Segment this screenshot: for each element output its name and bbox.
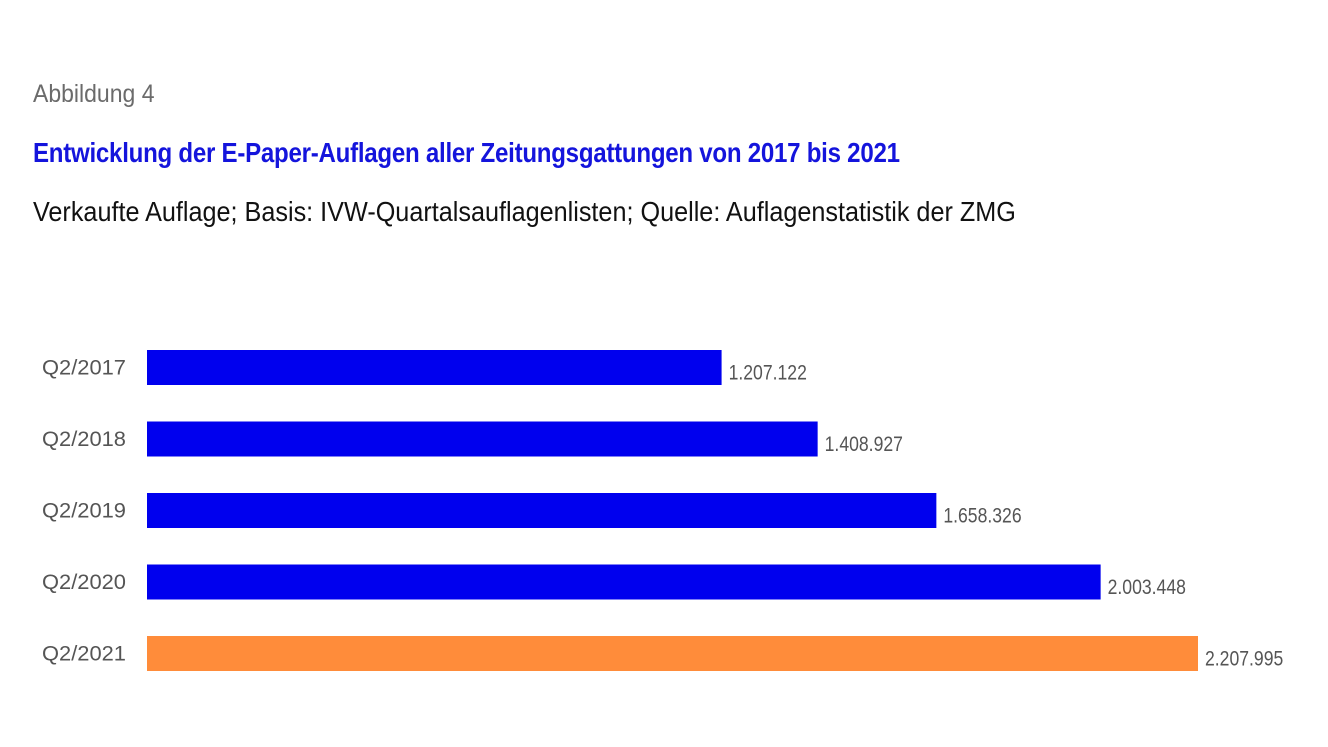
value-label: 2.207.995 — [1205, 648, 1283, 671]
category-label: Q2/2020 — [42, 571, 126, 594]
bar-Q2-2017 — [147, 350, 722, 385]
chart-subtitle: Verkaufte Auflage; Basis: IVW-Quartalsau… — [33, 196, 1016, 227]
category-label: Q2/2019 — [42, 500, 126, 523]
chart-title: Entwicklung der E-Paper-Auflagen aller Z… — [33, 137, 900, 168]
category-label: Q2/2021 — [42, 643, 126, 666]
bar-Q2-2018 — [147, 421, 818, 457]
bar-Q2-2021 — [147, 636, 1198, 671]
value-label: 1.658.326 — [943, 505, 1021, 528]
bar-Q2-2020 — [147, 564, 1101, 600]
bar-Q2-2019 — [147, 493, 937, 528]
category-label: Q2/2018 — [42, 428, 126, 451]
category-label: Q2/2017 — [42, 357, 126, 380]
value-label: 2.003.448 — [1108, 576, 1186, 599]
value-label: 1.408.927 — [825, 433, 903, 456]
figure-label: Abbildung 4 — [33, 80, 155, 108]
value-label: 1.207.122 — [729, 362, 807, 385]
